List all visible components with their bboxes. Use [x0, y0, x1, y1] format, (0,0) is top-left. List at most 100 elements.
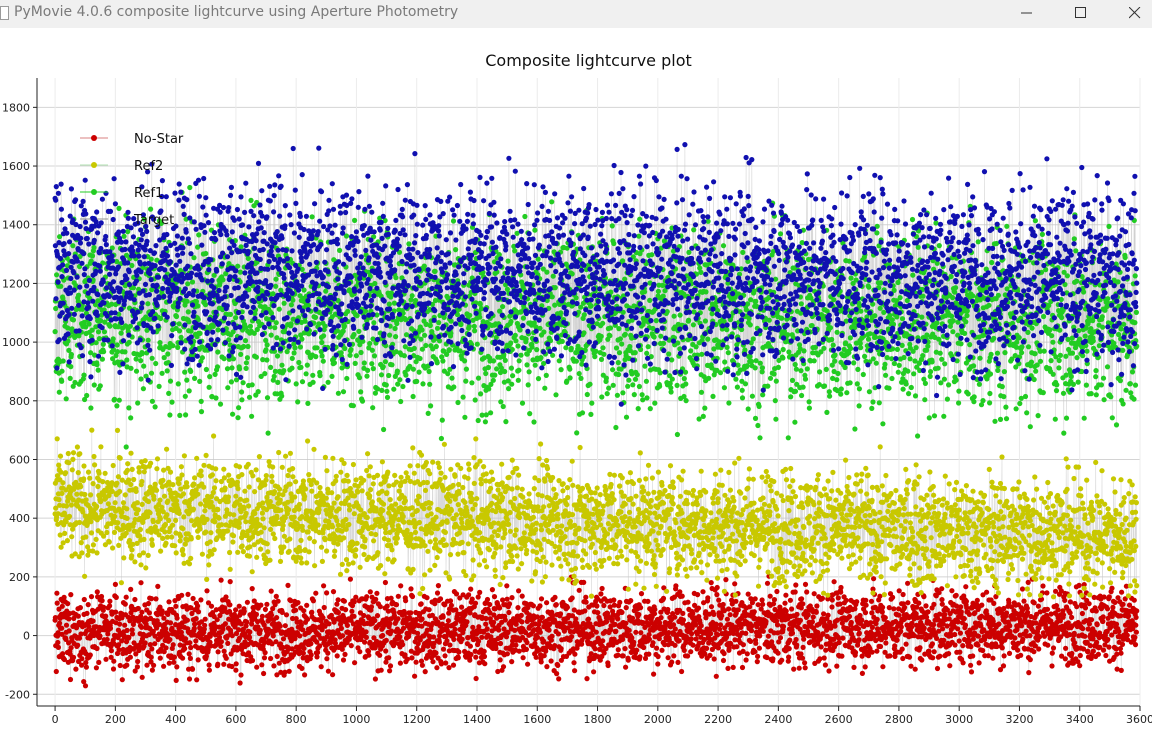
- data-point: [391, 557, 397, 563]
- data-point: [751, 609, 757, 615]
- data-point: [325, 668, 331, 674]
- data-point: [433, 650, 439, 656]
- data-point: [397, 660, 403, 666]
- data-point: [783, 592, 789, 598]
- data-point: [418, 601, 424, 607]
- data-point: [159, 608, 165, 614]
- data-point: [931, 622, 937, 628]
- data-point: [84, 628, 90, 634]
- data-point: [1100, 618, 1106, 625]
- maximize-button[interactable]: [1056, 0, 1106, 28]
- data-point: [97, 633, 103, 639]
- data-point: [227, 566, 233, 572]
- data-point: [589, 632, 595, 638]
- data-point: [317, 484, 323, 491]
- data-point: [296, 501, 303, 508]
- data-point: [919, 657, 925, 663]
- data-point: [310, 598, 316, 604]
- plot-area[interactable]: Composite lightcurve plot -200 0 200 400 600 8…: [0, 28, 1152, 730]
- data-point: [288, 598, 294, 604]
- data-point: [368, 604, 375, 610]
- data-point: [353, 547, 359, 553]
- data-point: [70, 456, 76, 462]
- data-point: [970, 636, 976, 642]
- data-point: [143, 565, 149, 571]
- data-point: [400, 513, 406, 520]
- data-point: [264, 601, 270, 607]
- data-point: [777, 635, 784, 641]
- data-point: [404, 656, 410, 662]
- data-point: [344, 622, 350, 629]
- data-point: [672, 626, 678, 632]
- data-point: [617, 599, 623, 606]
- data-point: [122, 492, 128, 498]
- data-point: [818, 644, 824, 650]
- data-point: [334, 653, 340, 659]
- data-point: [735, 607, 741, 613]
- x-tick-label: 3000: [945, 713, 973, 726]
- data-point: [150, 628, 156, 635]
- data-point: [65, 450, 71, 457]
- data-point: [408, 535, 414, 542]
- data-point: [442, 653, 448, 659]
- data-point: [393, 540, 399, 546]
- data-point: [583, 594, 589, 600]
- data-point: [659, 647, 665, 653]
- y-tick-label: 800: [9, 395, 30, 408]
- data-point: [131, 476, 137, 483]
- data-point: [324, 590, 330, 596]
- minimize-button[interactable]: [1002, 0, 1052, 28]
- data-point: [302, 486, 309, 492]
- data-point: [235, 549, 241, 555]
- data-point: [346, 502, 352, 508]
- data-point: [329, 490, 335, 496]
- data-point: [591, 669, 597, 675]
- data-point: [262, 650, 268, 656]
- data-point: [299, 665, 305, 672]
- data-point: [276, 449, 282, 456]
- data-point: [555, 631, 562, 637]
- data-point: [941, 637, 947, 643]
- data-point: [257, 627, 263, 633]
- data-point: [470, 624, 476, 630]
- data-point: [289, 646, 295, 652]
- data-point: [314, 639, 320, 645]
- data-point: [410, 445, 416, 451]
- data-point: [437, 596, 444, 602]
- data-point: [83, 534, 89, 540]
- data-point: [408, 586, 414, 592]
- data-point: [330, 455, 336, 461]
- data-point: [180, 526, 186, 532]
- data-point: [265, 549, 271, 555]
- data-point: [398, 474, 404, 480]
- data-point: [179, 472, 185, 478]
- data-point: [351, 613, 357, 619]
- data-point: [976, 660, 982, 666]
- data-point: [422, 487, 429, 493]
- data-point: [90, 618, 96, 624]
- data-point: [252, 489, 258, 495]
- data-point: [323, 495, 329, 501]
- data-point: [1119, 641, 1126, 648]
- data-point: [384, 490, 390, 496]
- data-point: [386, 483, 392, 489]
- data-point: [1120, 601, 1126, 607]
- data-point: [301, 608, 307, 614]
- data-point: [295, 600, 301, 606]
- data-point: [379, 459, 385, 465]
- data-point: [115, 520, 121, 526]
- data-point: [113, 594, 119, 601]
- lightcurve-chart[interactable]: Composite lightcurve plot-20002004006008…: [0, 28, 1152, 730]
- data-point: [671, 653, 677, 659]
- data-point: [912, 666, 918, 672]
- data-point: [426, 607, 432, 613]
- data-point: [680, 610, 686, 617]
- data-point: [408, 610, 414, 616]
- data-point: [564, 604, 571, 611]
- close-button[interactable]: [1110, 0, 1152, 28]
- data-point: [931, 649, 937, 655]
- data-point: [136, 469, 142, 475]
- data-point: [335, 597, 341, 603]
- data-point: [299, 560, 305, 566]
- data-point: [285, 472, 291, 479]
